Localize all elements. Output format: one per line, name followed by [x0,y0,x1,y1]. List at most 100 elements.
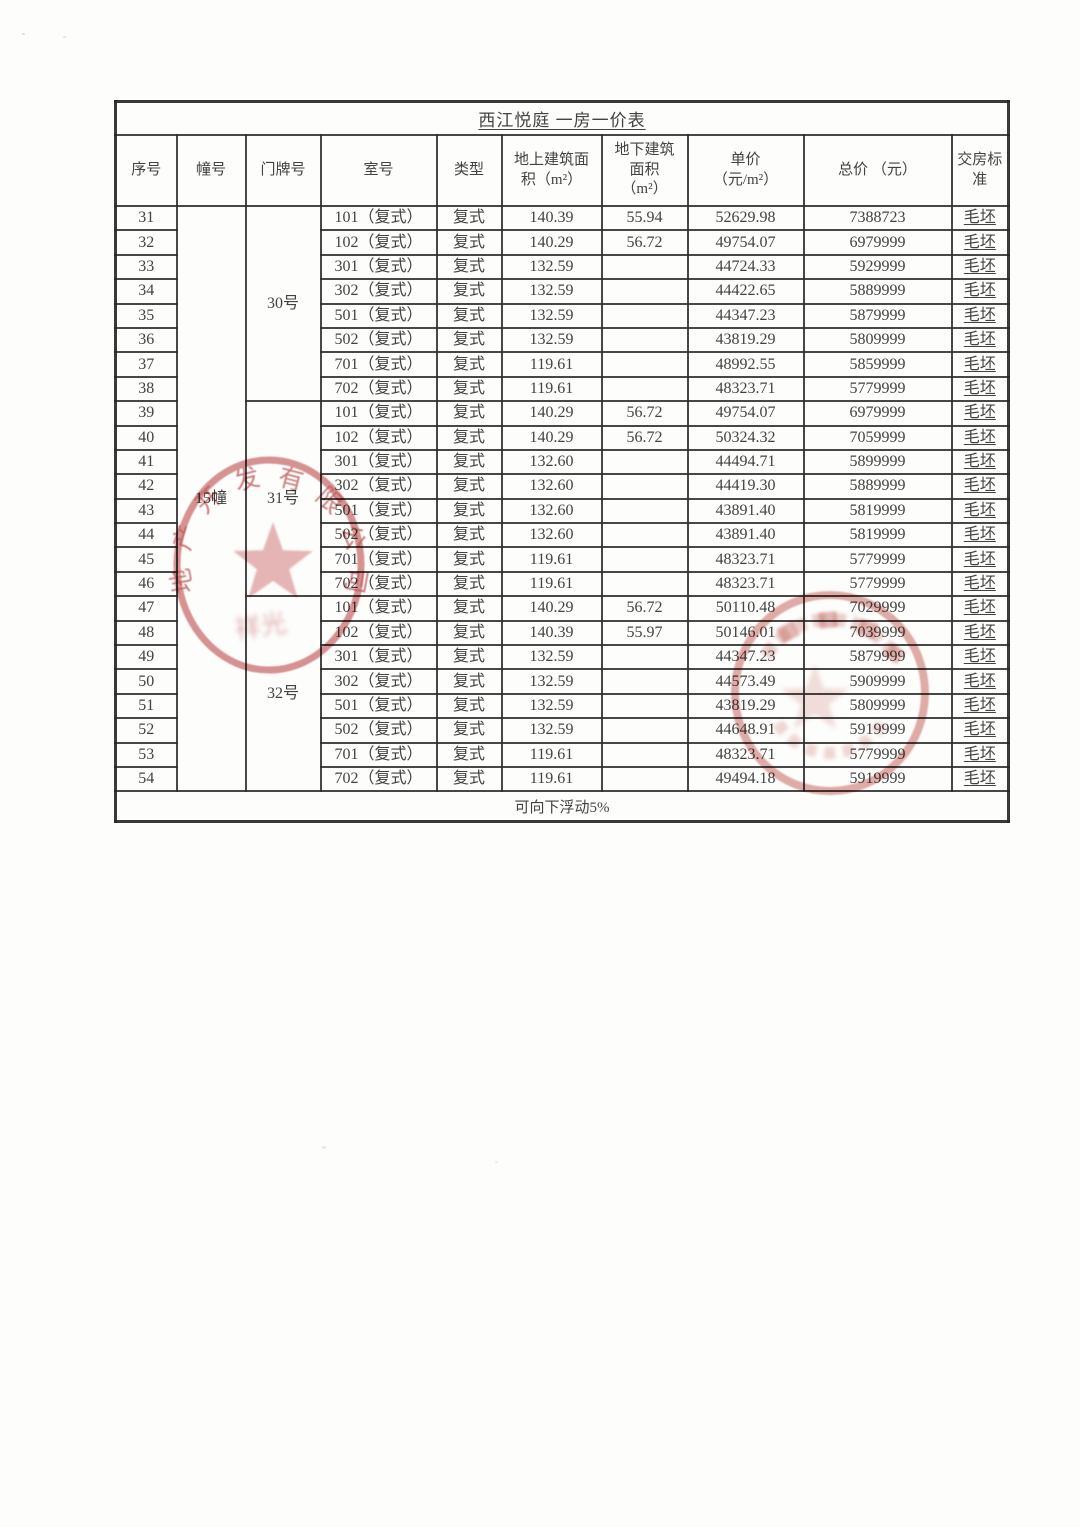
scan-speck [63,36,66,38]
serial-cell: 32 [114,229,178,256]
unit-price-cell: 50146.01 [686,619,805,647]
unit-price-cell: 48992.55 [686,351,805,378]
unit-price-cell: 48323.71 [686,741,805,769]
type-cell: 复式 [435,717,503,744]
above-area-cell: 140.29 [500,424,603,451]
type-cell: 复式 [435,278,503,305]
above-area-cell: 132.59 [500,302,603,329]
total-price-cell: 7039999 [802,619,953,647]
delivery-standard-cell: 毛坯 [950,570,1010,598]
below-area-cell [600,326,689,354]
total-price-cell: 5779999 [802,375,953,403]
table-row: 40 102（复式） 复式 140.29 56.72 50324.32 7059999 毛坯 [114,424,1010,451]
serial-cell: 46 [114,570,178,598]
serial-cell: 47 [114,595,178,622]
total-price-cell: 5779999 [802,546,953,573]
below-area-cell [600,522,689,549]
above-area-cell: 132.59 [500,326,603,354]
table-row: 34 302（复式） 复式 132.59 44422.65 5889999 毛坯 [114,278,1010,305]
table-row: 37 701（复式） 复式 119.61 48992.55 5859999 毛坯 [114,351,1010,378]
below-area-cell [600,546,689,573]
above-area-cell: 140.29 [500,400,603,427]
serial-cell: 52 [114,717,178,744]
below-area-cell [600,765,689,793]
serial-cell: 40 [114,424,178,451]
title-row: 西江悦庭 一房一价表 [114,100,1010,136]
below-area-cell [600,278,689,305]
table-row: 36 502（复式） 复式 132.59 43819.29 5809999 毛坯 [114,326,1010,354]
delivery-standard-cell: 毛坯 [950,473,1010,500]
below-area-cell: 56.72 [600,229,689,256]
total-price-cell: 5889999 [802,473,953,500]
below-area-cell [600,692,689,720]
room-cell: 301（复式） [319,644,438,671]
serial-cell: 48 [114,619,178,647]
type-cell: 复式 [435,644,503,671]
scan-speck [495,1161,498,1163]
header-building: 幢号 [175,134,247,207]
delivery-standard-cell: 毛坯 [950,424,1010,451]
room-cell: 101（复式） [319,400,438,427]
delivery-standard-cell: 毛坯 [950,522,1010,549]
serial-cell: 37 [114,351,178,378]
below-area-cell [600,570,689,598]
room-cell: 701（复式） [319,741,438,769]
unit-price-cell: 50110.48 [686,595,805,622]
serial-cell: 49 [114,644,178,671]
header-serial: 序号 [114,134,178,207]
page-title: 西江悦庭 一房一价表 [478,111,646,130]
table-row: 32 102（复式） 复式 140.29 56.72 49754.07 6979999 毛坯 [114,229,1010,256]
room-cell: 101（复式） [319,204,438,232]
below-area-cell: 55.94 [600,204,689,232]
table-row: 38 702（复式） 复式 119.61 48323.71 5779999 毛坯 [114,375,1010,403]
delivery-standard-cell: 毛坯 [950,326,1010,354]
serial-cell: 39 [114,400,178,427]
room-cell: 301（复式） [319,448,438,476]
above-area-cell: 119.61 [500,741,603,769]
header-door-number: 门牌号 [244,134,322,207]
header-room-number: 室号 [319,134,438,207]
above-area-cell: 140.29 [500,229,603,256]
table-row: 35 501（复式） 复式 132.59 44347.23 5879999 毛坯 [114,302,1010,329]
above-area-cell: 132.59 [500,668,603,695]
total-price-cell: 5779999 [802,741,953,769]
table-row: 44 502（复式） 复式 132.60 43891.40 5819999 毛坯 [114,522,1010,549]
unit-price-cell: 44724.33 [686,253,805,281]
delivery-standard-cell: 毛坯 [950,278,1010,305]
room-cell: 501（复式） [319,692,438,720]
unit-price-cell: 44648.91 [686,717,805,744]
above-area-cell: 132.59 [500,253,603,281]
unit-price-cell: 44573.49 [686,668,805,695]
total-price-cell: 5809999 [802,692,953,720]
serial-cell: 42 [114,473,178,500]
header-above-ground-area: 地上建筑面 积（m²） [500,134,603,207]
serial-cell: 34 [114,278,178,305]
total-price-cell: 5919999 [802,765,953,793]
type-cell: 复式 [435,619,503,647]
below-area-cell [600,668,689,695]
delivery-standard-cell: 毛坯 [950,497,1010,525]
above-area-cell: 140.39 [500,204,603,232]
delivery-standard-cell: 毛坯 [950,717,1010,744]
delivery-standard-cell: 毛坯 [950,668,1010,695]
serial-cell: 35 [114,302,178,329]
type-cell: 复式 [435,741,503,769]
unit-price-cell: 50324.32 [686,424,805,451]
unit-price-cell: 43891.40 [686,497,805,525]
below-area-cell [600,497,689,525]
serial-cell: 50 [114,668,178,695]
above-area-cell: 132.60 [500,522,603,549]
type-cell: 复式 [435,424,503,451]
total-price-cell: 7029999 [802,595,953,622]
below-area-cell: 56.72 [600,595,689,622]
room-cell: 302（复式） [319,473,438,500]
room-cell: 101（复式） [319,595,438,622]
type-cell: 复式 [435,400,503,427]
serial-cell: 38 [114,375,178,403]
total-price-cell: 5909999 [802,668,953,695]
unit-price-cell: 48323.71 [686,570,805,598]
footer-note: 可向下浮动5% [114,790,1010,823]
below-area-cell [600,302,689,329]
total-price-cell: 5859999 [802,351,953,378]
type-cell: 复式 [435,302,503,329]
